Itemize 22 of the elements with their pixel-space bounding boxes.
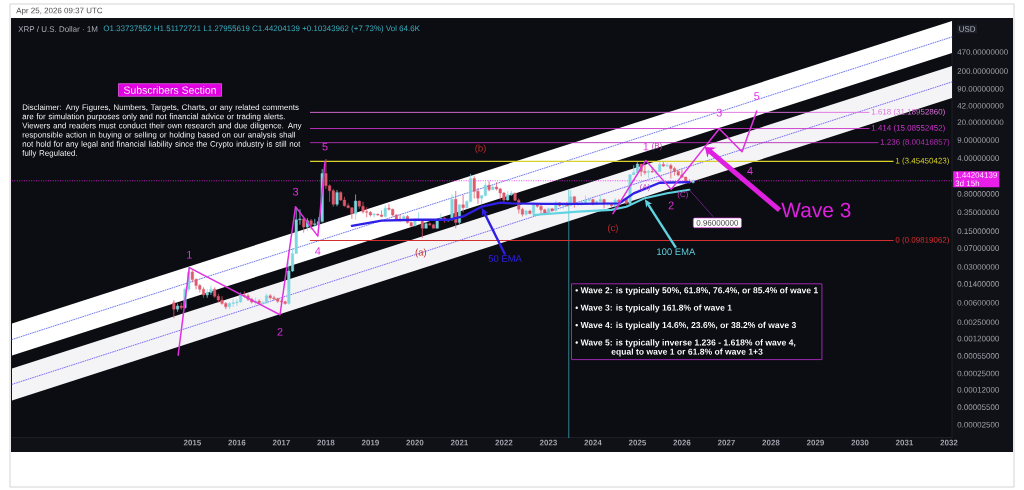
annotation: 4 <box>747 167 753 175</box>
annotation: 5 <box>322 142 328 151</box>
annotation: • Wave 5: is typically inverse 1.236 - 1.618% of wave 4, <box>575 339 796 348</box>
annotation: 3 <box>292 187 299 196</box>
annotation: 2 <box>277 327 283 336</box>
annotation: 1 <box>643 142 649 151</box>
annotation: • Wave 2: is typically 50%, 61.8%, 76.4%, or 85.4% of wave 1 <box>575 287 818 295</box>
annotation: 1 <box>187 250 192 259</box>
annotation: • Wave 3: is typically 161.8% of wave 1 <box>575 304 732 313</box>
annotation: 4 <box>315 247 321 255</box>
annotation: 3 <box>716 108 722 117</box>
annotation: (b) <box>475 144 486 154</box>
annotation: 2 <box>668 201 674 210</box>
annotation: 50 EMA <box>488 255 522 262</box>
annotation: • Wave 4: is typically 14.6%, 23.6%, or 38.2% of wave 3 <box>575 321 796 330</box>
annotation: 100 EMA <box>657 248 696 256</box>
annotation: 5 <box>754 92 760 100</box>
annotation: Wave 3 <box>781 202 851 218</box>
annotation: Subscribers Section <box>123 86 216 94</box>
annotation: (c) <box>608 224 618 233</box>
annotation: (a) <box>415 248 427 258</box>
annotation: equal to wave 1 or 61.8% of wave 1+3 <box>611 348 763 357</box>
